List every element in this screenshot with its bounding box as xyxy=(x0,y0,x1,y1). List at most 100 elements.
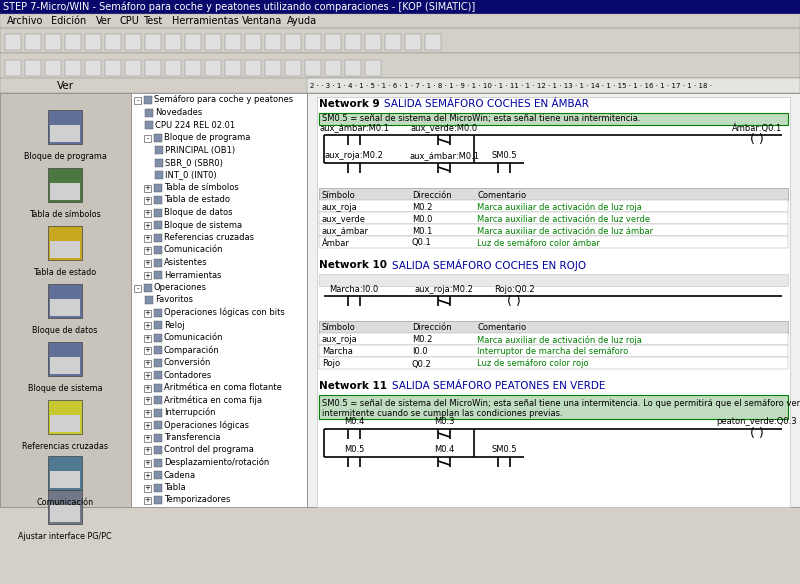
Text: Novedades: Novedades xyxy=(155,108,202,117)
Text: Marcha:I0.0: Marcha:I0.0 xyxy=(330,284,378,294)
FancyBboxPatch shape xyxy=(134,284,141,291)
Text: Bloque de datos: Bloque de datos xyxy=(164,208,233,217)
Text: CPU 224 REL 02.01: CPU 224 REL 02.01 xyxy=(155,120,235,130)
Text: I0.0: I0.0 xyxy=(412,347,428,356)
Text: Operaciones: Operaciones xyxy=(154,283,207,292)
Text: aux_ámbar: aux_ámbar xyxy=(322,227,369,235)
FancyBboxPatch shape xyxy=(105,34,121,50)
Text: -: - xyxy=(136,285,138,291)
FancyBboxPatch shape xyxy=(154,421,162,429)
Text: +: + xyxy=(145,235,150,241)
FancyBboxPatch shape xyxy=(48,400,82,434)
Text: 2 · · 3 · 1 · 4 · 1 · 5 · 1 · 6 · 1 · 7 · 1 · 8 · 1 · 9 · 1 · 10 · 1 · 11 · 1 · : 2 · · 3 · 1 · 4 · 1 · 5 · 1 · 6 · 1 · 7 … xyxy=(310,83,712,89)
FancyBboxPatch shape xyxy=(154,208,162,217)
FancyBboxPatch shape xyxy=(154,246,162,254)
FancyBboxPatch shape xyxy=(154,234,162,242)
FancyBboxPatch shape xyxy=(154,484,162,492)
Text: aux_roja:M0.2: aux_roja:M0.2 xyxy=(325,151,383,161)
FancyBboxPatch shape xyxy=(265,34,281,50)
FancyBboxPatch shape xyxy=(125,34,141,50)
Text: +: + xyxy=(145,197,150,203)
FancyBboxPatch shape xyxy=(365,34,381,50)
FancyBboxPatch shape xyxy=(307,78,800,93)
FancyBboxPatch shape xyxy=(5,60,21,76)
FancyBboxPatch shape xyxy=(154,471,162,479)
FancyBboxPatch shape xyxy=(405,34,421,50)
Text: -: - xyxy=(136,98,138,103)
Text: M0.3: M0.3 xyxy=(434,418,454,426)
FancyBboxPatch shape xyxy=(154,271,162,279)
FancyBboxPatch shape xyxy=(245,34,261,50)
FancyBboxPatch shape xyxy=(65,34,81,50)
Text: +: + xyxy=(145,310,150,316)
Text: Network 10: Network 10 xyxy=(319,260,387,270)
Text: Comparación: Comparación xyxy=(164,345,220,354)
Text: ( ): ( ) xyxy=(507,294,521,308)
FancyBboxPatch shape xyxy=(144,360,151,367)
Text: +: + xyxy=(145,460,150,466)
FancyBboxPatch shape xyxy=(425,34,441,50)
Text: +: + xyxy=(145,385,150,391)
Text: Rojo: Rojo xyxy=(322,360,340,369)
Text: M0.5: M0.5 xyxy=(344,446,364,454)
FancyBboxPatch shape xyxy=(319,200,788,212)
FancyBboxPatch shape xyxy=(144,259,151,266)
FancyBboxPatch shape xyxy=(134,97,141,104)
FancyBboxPatch shape xyxy=(85,34,101,50)
FancyBboxPatch shape xyxy=(48,490,82,524)
Text: Comunicación: Comunicación xyxy=(37,498,94,507)
Text: INT_0 (INT0): INT_0 (INT0) xyxy=(165,171,217,179)
Text: M0.1: M0.1 xyxy=(412,227,432,235)
FancyBboxPatch shape xyxy=(154,134,162,141)
FancyBboxPatch shape xyxy=(154,384,162,391)
Text: Ámbar:Q0.1: Ámbar:Q0.1 xyxy=(732,123,782,133)
Text: +: + xyxy=(145,347,150,353)
FancyBboxPatch shape xyxy=(144,322,151,329)
FancyBboxPatch shape xyxy=(144,422,151,429)
Text: Herramientas: Herramientas xyxy=(172,16,238,26)
Text: Herramientas: Herramientas xyxy=(164,270,222,280)
Text: Interrupción: Interrupción xyxy=(164,408,215,417)
Text: M0.4: M0.4 xyxy=(434,446,454,454)
Text: Conversión: Conversión xyxy=(164,358,211,367)
FancyBboxPatch shape xyxy=(205,60,221,76)
FancyBboxPatch shape xyxy=(185,60,201,76)
Text: +: + xyxy=(145,248,150,253)
Text: +: + xyxy=(145,185,150,191)
Text: Cadena: Cadena xyxy=(164,471,196,479)
FancyBboxPatch shape xyxy=(154,259,162,266)
Text: M0.2: M0.2 xyxy=(412,335,432,345)
FancyBboxPatch shape xyxy=(154,458,162,467)
Text: +: + xyxy=(145,498,150,503)
FancyBboxPatch shape xyxy=(0,28,800,53)
FancyBboxPatch shape xyxy=(144,409,151,416)
FancyBboxPatch shape xyxy=(154,433,162,442)
FancyBboxPatch shape xyxy=(0,0,800,14)
FancyBboxPatch shape xyxy=(165,60,181,76)
Text: Test: Test xyxy=(143,16,162,26)
FancyBboxPatch shape xyxy=(154,333,162,342)
FancyBboxPatch shape xyxy=(50,183,80,200)
Text: +: + xyxy=(145,472,150,478)
FancyBboxPatch shape xyxy=(5,34,21,50)
FancyBboxPatch shape xyxy=(185,34,201,50)
FancyBboxPatch shape xyxy=(245,60,261,76)
Text: Favoritos: Favoritos xyxy=(155,296,193,304)
Text: STEP 7-Micro/WIN - Semáforo para coche y peatones utilizando comparaciones - [KO: STEP 7-Micro/WIN - Semáforo para coche y… xyxy=(3,2,475,12)
Text: Operaciones lógicas con bits: Operaciones lógicas con bits xyxy=(164,308,285,317)
Text: PRINCIPAL (OB1): PRINCIPAL (OB1) xyxy=(165,145,235,155)
FancyBboxPatch shape xyxy=(48,456,82,490)
Text: M0.2: M0.2 xyxy=(412,203,432,211)
FancyBboxPatch shape xyxy=(144,134,151,141)
Text: Marca auxiliar de activación de luz verde: Marca auxiliar de activación de luz verd… xyxy=(477,214,650,224)
Text: Dirección: Dirección xyxy=(412,324,452,332)
Text: -: - xyxy=(146,135,149,141)
FancyBboxPatch shape xyxy=(155,146,163,154)
FancyBboxPatch shape xyxy=(145,34,161,50)
FancyBboxPatch shape xyxy=(154,221,162,229)
Text: +: + xyxy=(145,447,150,454)
FancyBboxPatch shape xyxy=(144,247,151,254)
FancyBboxPatch shape xyxy=(154,321,162,329)
FancyBboxPatch shape xyxy=(144,235,151,242)
Text: Bloque de datos: Bloque de datos xyxy=(32,326,98,335)
